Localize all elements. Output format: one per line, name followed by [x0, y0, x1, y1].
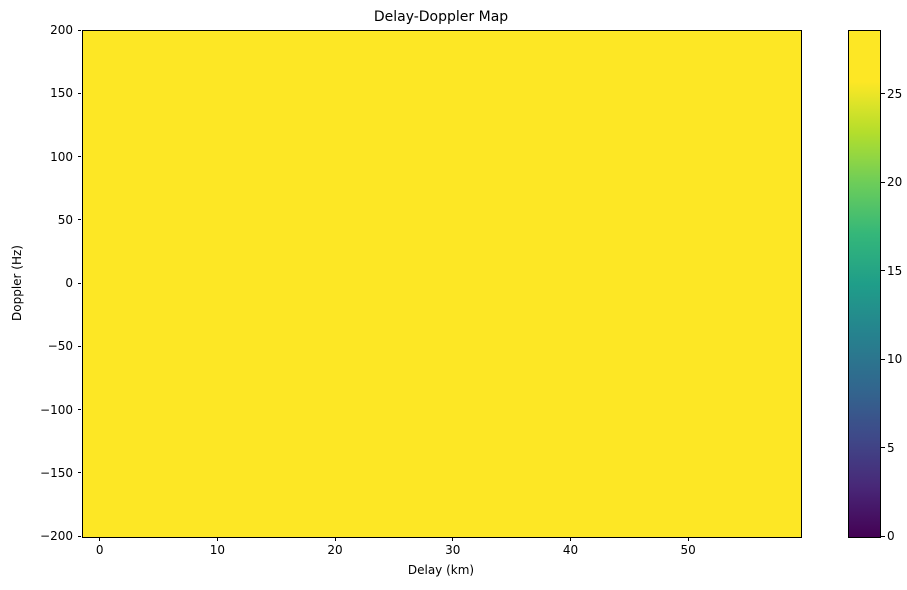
colorbar-tick-label: 5 [887, 440, 895, 455]
colorbar-tick-mark [881, 93, 885, 95]
x-tick-mark [687, 537, 689, 541]
colorbar-tick-label: 0 [887, 529, 895, 543]
y-axis-label: Doppler (Hz) [10, 245, 24, 321]
colorbar-tick-mark [881, 535, 885, 537]
colorbar [848, 30, 881, 538]
x-tick-mark [334, 537, 336, 541]
y-tick-label: −100 [40, 402, 73, 417]
x-tick-mark [569, 537, 571, 541]
y-tick-mark [77, 92, 81, 94]
colorbar-tick-mark [881, 181, 885, 183]
x-tick-label: 50 [680, 543, 696, 557]
colorbar-gradient [849, 31, 880, 537]
y-tick-mark [77, 219, 81, 221]
y-tick-label: 100 [50, 149, 73, 164]
colorbar-tick-mark [881, 447, 885, 449]
colorbar-tick-mark [881, 358, 885, 360]
y-tick-label: 200 [50, 23, 73, 37]
colorbar-tick-label: 20 [887, 175, 903, 190]
y-tick-label: 0 [65, 276, 73, 290]
y-tick-label: 150 [50, 86, 73, 101]
heatmap-plot-area [82, 30, 802, 538]
y-tick-mark [77, 472, 81, 474]
x-tick-label: 20 [327, 543, 343, 557]
y-tick-label: 50 [57, 212, 73, 227]
y-tick-mark [77, 29, 81, 31]
y-tick-mark [77, 535, 81, 537]
y-tick-label: −150 [40, 465, 73, 480]
y-tick-label: −200 [40, 529, 73, 543]
x-tick-label: 40 [562, 543, 579, 557]
colorbar-tick-label: 25 [887, 86, 903, 101]
page-title: Delay-Doppler Map [373, 9, 509, 25]
y-tick-mark [77, 156, 81, 157]
y-tick-label: −50 [47, 339, 73, 354]
colorbar-tick-label: 15 [887, 263, 903, 278]
x-tick-mark [99, 537, 101, 541]
x-tick-label: 0 [95, 543, 104, 557]
y-tick-mark [77, 282, 81, 284]
x-tick-label: 10 [209, 543, 225, 557]
x-tick-label: 30 [445, 543, 461, 557]
y-tick-mark [77, 345, 81, 347]
delay-doppler-heatmap [83, 31, 801, 537]
colorbar-tick-mark [881, 270, 885, 272]
colorbar-tick-label: 10 [887, 352, 903, 367]
x-tick-mark [452, 537, 454, 541]
x-axis-label: Delay (km) [407, 563, 475, 577]
y-tick-mark [77, 409, 81, 410]
x-tick-mark [216, 537, 218, 541]
